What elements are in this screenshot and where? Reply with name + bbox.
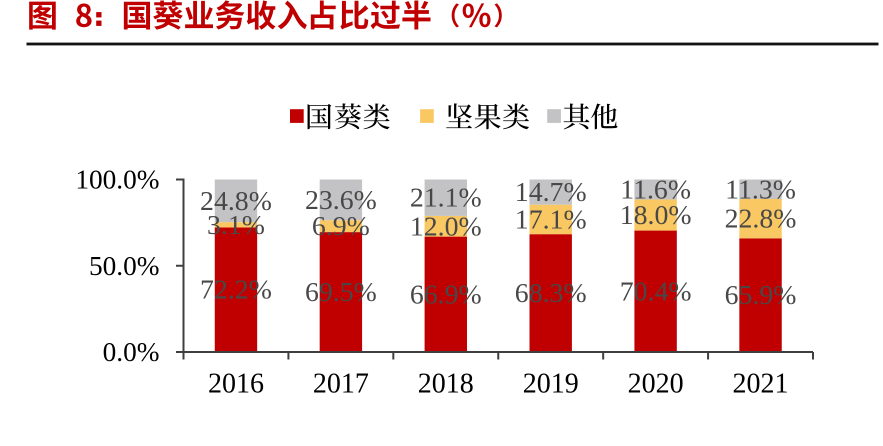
svg-text:24.8%: 24.8% xyxy=(200,186,272,217)
svg-text:22.8%: 22.8% xyxy=(725,204,797,235)
svg-text:6.9%: 6.9% xyxy=(312,211,370,242)
svg-text:14.7%: 14.7% xyxy=(515,177,587,208)
svg-text:69.5%: 69.5% xyxy=(305,277,377,308)
svg-text:12.0%: 12.0% xyxy=(410,211,482,242)
svg-text:23.6%: 23.6% xyxy=(305,185,377,216)
svg-text:66.9%: 66.9% xyxy=(410,279,482,310)
svg-text:2020: 2020 xyxy=(628,368,684,399)
svg-text:11.3%: 11.3% xyxy=(725,174,796,205)
svg-text:2019: 2019 xyxy=(523,368,579,399)
svg-text:50.0%: 50.0% xyxy=(89,251,160,281)
svg-text:68.3%: 68.3% xyxy=(515,278,587,309)
svg-text:72.2%: 72.2% xyxy=(200,275,272,306)
svg-text:2021: 2021 xyxy=(733,368,789,399)
svg-text:100.0%: 100.0% xyxy=(75,165,159,195)
svg-text:2016: 2016 xyxy=(208,368,264,399)
svg-text:18.0%: 18.0% xyxy=(620,200,692,231)
svg-text:0.0%: 0.0% xyxy=(103,337,160,367)
svg-text:11.6%: 11.6% xyxy=(620,175,691,206)
svg-text:2018: 2018 xyxy=(418,368,474,399)
svg-text:65.9%: 65.9% xyxy=(725,280,797,311)
svg-text:17.1%: 17.1% xyxy=(515,204,587,235)
svg-text:3.1%: 3.1% xyxy=(207,210,265,241)
svg-text:21.1%: 21.1% xyxy=(410,183,482,214)
svg-text:70.4%: 70.4% xyxy=(620,276,692,307)
svg-text:2017: 2017 xyxy=(313,368,369,399)
